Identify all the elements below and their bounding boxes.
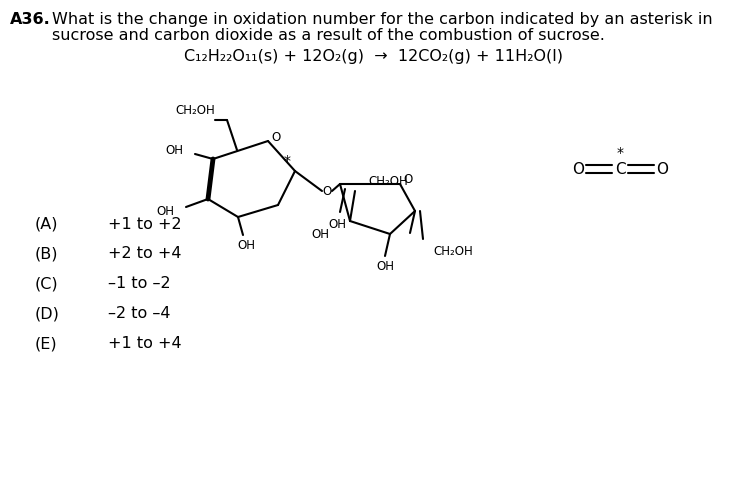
Text: *: * xyxy=(283,154,290,168)
Text: *: * xyxy=(616,146,624,160)
Text: OH: OH xyxy=(237,239,255,251)
Text: OH: OH xyxy=(156,205,174,218)
Text: +2 to +4: +2 to +4 xyxy=(108,247,182,261)
Text: sucrose and carbon dioxide as a result of the combustion of sucrose.: sucrose and carbon dioxide as a result o… xyxy=(52,28,605,43)
Text: –2 to –4: –2 to –4 xyxy=(108,306,171,321)
Text: +1 to +2: +1 to +2 xyxy=(108,217,182,232)
Text: CH₂OH: CH₂OH xyxy=(175,103,215,116)
Text: OH: OH xyxy=(311,228,329,241)
Text: +1 to +4: +1 to +4 xyxy=(108,336,182,351)
Text: A36.: A36. xyxy=(10,12,51,27)
Text: OH: OH xyxy=(328,218,346,231)
Text: (C): (C) xyxy=(35,276,58,291)
Text: O: O xyxy=(322,185,331,198)
Text: (B): (B) xyxy=(35,247,58,261)
Text: –1 to –2: –1 to –2 xyxy=(108,276,171,291)
Text: C₁₂H₂₂O₁₁(s) + 12O₂(g)  →  12CO₂(g) + 11H₂O(l): C₁₂H₂₂O₁₁(s) + 12O₂(g) → 12CO₂(g) + 11H₂… xyxy=(185,49,563,64)
Text: O: O xyxy=(272,131,280,144)
Text: CH₂OH: CH₂OH xyxy=(368,175,408,188)
Text: (E): (E) xyxy=(35,336,58,351)
Text: (D): (D) xyxy=(35,306,60,321)
Text: (A): (A) xyxy=(35,217,58,232)
Text: O: O xyxy=(403,173,413,186)
Text: O: O xyxy=(656,162,668,177)
Text: OH: OH xyxy=(165,144,183,157)
Text: What is the change in oxidation number for the carbon indicated by an asterisk i: What is the change in oxidation number f… xyxy=(52,12,713,27)
Text: CH₂OH: CH₂OH xyxy=(433,245,473,257)
Text: C: C xyxy=(615,162,625,177)
Text: OH: OH xyxy=(376,260,394,273)
Text: O: O xyxy=(572,162,584,177)
